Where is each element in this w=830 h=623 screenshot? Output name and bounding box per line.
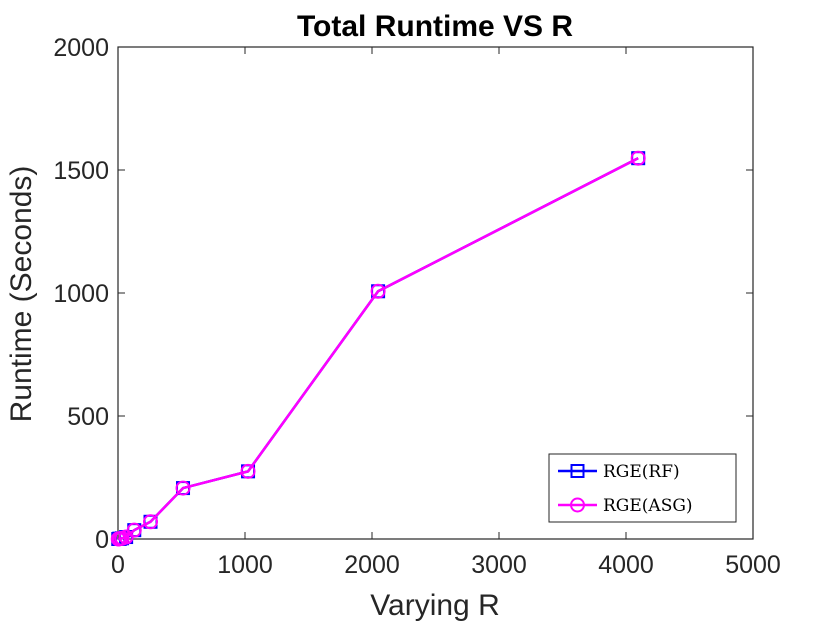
y-axis-label: Runtime (Seconds) [5, 166, 38, 423]
x-tick-label: 1000 [217, 551, 273, 579]
y-tick-label: 1000 [53, 280, 109, 308]
series-point-1 [126, 522, 142, 538]
y-tick-label: 0 [95, 526, 109, 554]
x-axis-label: Varying R [370, 589, 500, 622]
y-tick-label: 1500 [53, 157, 109, 185]
legend-label-1: RGE(ASG) [603, 496, 693, 516]
x-tick-label: 4000 [598, 551, 654, 579]
legend-marker-0 [570, 464, 585, 478]
legend: RGE(RF) RGE(ASG) [548, 453, 737, 523]
x-tick-label: 0 [111, 551, 125, 579]
y-tick-label: 500 [67, 403, 109, 431]
x-tick-label: 3000 [471, 551, 527, 579]
series-point-1 [175, 480, 191, 496]
series-point-1 [143, 514, 159, 530]
plot-area: 0 1000 2000 3000 4000 5000 0 500 1000 1500 2000 [53, 34, 780, 579]
series-point-1 [630, 150, 646, 166]
y-tick-label: 2000 [53, 34, 109, 62]
legend-label-0: RGE(RF) [603, 462, 680, 482]
series-point-1 [370, 283, 386, 299]
series-point-1 [240, 463, 256, 479]
chart-title: Total Runtime VS R [297, 10, 573, 43]
legend-marker-1 [570, 497, 585, 513]
x-tick-label: 2000 [344, 551, 400, 579]
x-tick-label: 5000 [725, 551, 781, 579]
